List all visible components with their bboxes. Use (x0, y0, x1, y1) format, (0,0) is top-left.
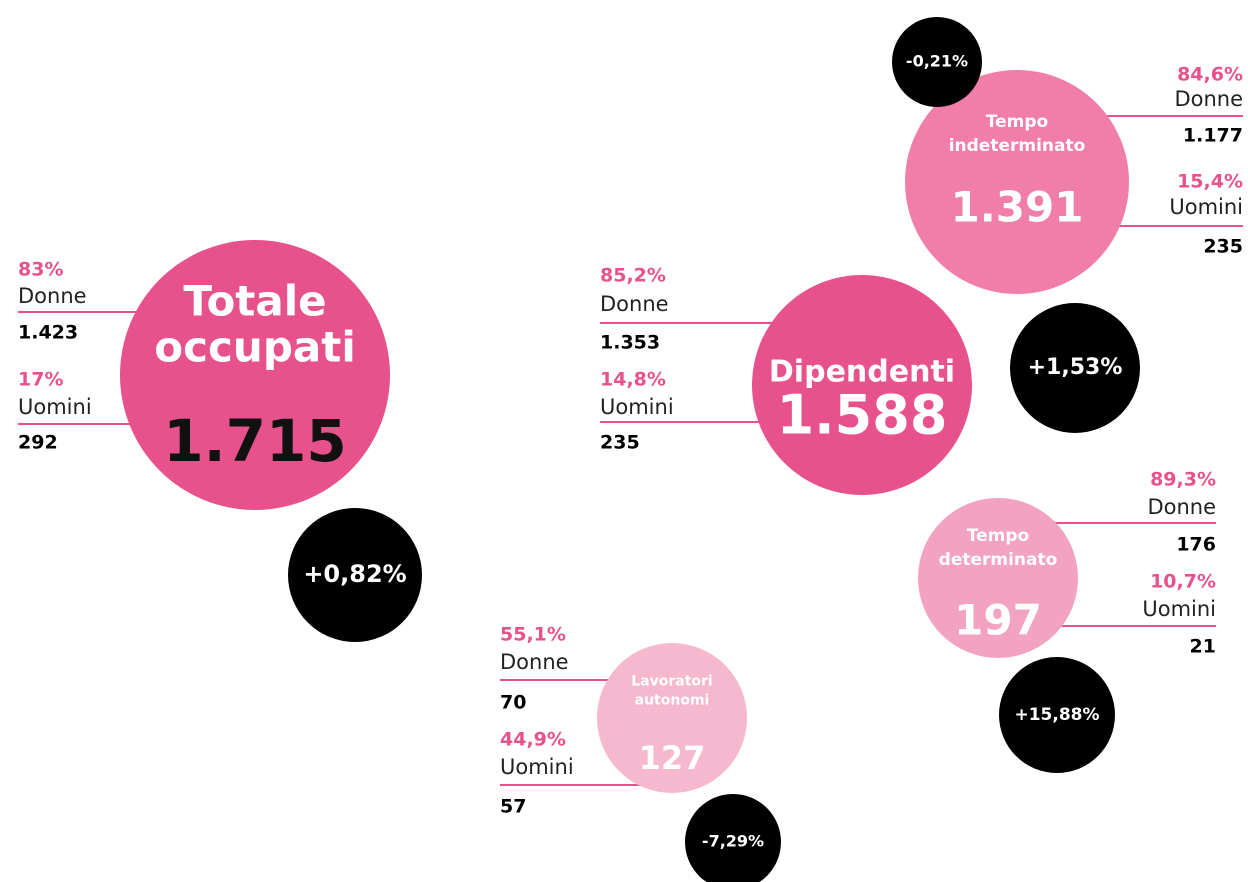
change-value: +0,82% (303, 560, 406, 588)
change-value: -7,29% (702, 832, 764, 851)
bubble-value: 1.588 (777, 384, 948, 447)
change-value: +1,53% (1028, 355, 1123, 380)
bubble-title: Lavoratori (631, 674, 712, 690)
bubble (918, 498, 1078, 658)
gender-percent: 85,2% (600, 265, 666, 287)
gender-label: Uomini (500, 755, 574, 779)
gender-percent: 10,7% (1150, 571, 1216, 593)
gender-count: 1.353 (600, 332, 660, 354)
gender-count: 1.423 (18, 322, 78, 344)
gender-count: 70 (500, 692, 526, 714)
bubble-value: 197 (954, 596, 1042, 645)
gender-count: 176 (1176, 534, 1216, 556)
bubble-group: Tempo determinato 197 +15,88% 89,3% Donne 176 1… (918, 469, 1216, 773)
bubble-title: Tempo (986, 112, 1048, 132)
bubble (752, 275, 972, 495)
bubble-value: 1.715 (163, 407, 346, 475)
change-badge (1010, 303, 1140, 433)
bubble (120, 240, 390, 510)
gender-count: 235 (1203, 236, 1243, 258)
bubble (905, 70, 1129, 294)
gender-label: Donne (18, 284, 87, 308)
change-value: +15,88% (1014, 705, 1099, 725)
bubble-value: 1.391 (951, 183, 1084, 232)
gender-percent: 44,9% (500, 729, 566, 751)
gender-label: Uomini (600, 395, 674, 419)
gender-label: Uomini (1169, 195, 1243, 219)
gender-percent: 83% (18, 259, 63, 281)
gender-label: Donne (500, 650, 569, 674)
bubble-title: Dipendenti (769, 355, 955, 390)
gender-percent: 17% (18, 369, 63, 391)
change-value: -0,21% (906, 52, 968, 71)
gender-label: Donne (1147, 495, 1216, 519)
gender-percent: 15,4% (1177, 171, 1243, 193)
gender-label: Uomini (18, 395, 92, 419)
gender-count: 1.177 (1183, 125, 1243, 147)
gender-count: 57 (500, 796, 526, 818)
bubble-title: Totale (183, 277, 326, 326)
change-badge (685, 794, 781, 882)
gender-count: 235 (600, 432, 640, 454)
bubble-value: 127 (639, 739, 706, 777)
bubble-title: determinato (939, 550, 1058, 570)
gender-label: Donne (1174, 87, 1243, 111)
bubble-title: autonomi (635, 693, 710, 709)
bubble-title: occupati (154, 323, 355, 372)
bubble-group: Tempo indeterminato 1.391 -0,21% 84,6%Donne 1… (892, 17, 1243, 294)
bubble-title: Tempo (967, 526, 1029, 546)
gender-percent: 55,1% (500, 624, 566, 646)
gender-count: 21 (1190, 636, 1216, 658)
gender-percent: 84,6% (1177, 64, 1243, 86)
gender-label: Donne (600, 292, 669, 316)
bubble-group: Lavoratori autonomi 127 -7,29% 55,1% Donne 70 4… (500, 624, 781, 882)
change-badge (999, 657, 1115, 773)
change-badge (288, 508, 422, 642)
gender-percent: 14,8% (600, 369, 666, 391)
gender-count: 292 (18, 432, 58, 454)
change-badge (892, 17, 982, 107)
gender-label: Uomini (1142, 597, 1216, 621)
gender-percent: 89,3% (1150, 469, 1216, 491)
bubble-title: indeterminato (949, 136, 1086, 156)
bubble (597, 643, 747, 793)
